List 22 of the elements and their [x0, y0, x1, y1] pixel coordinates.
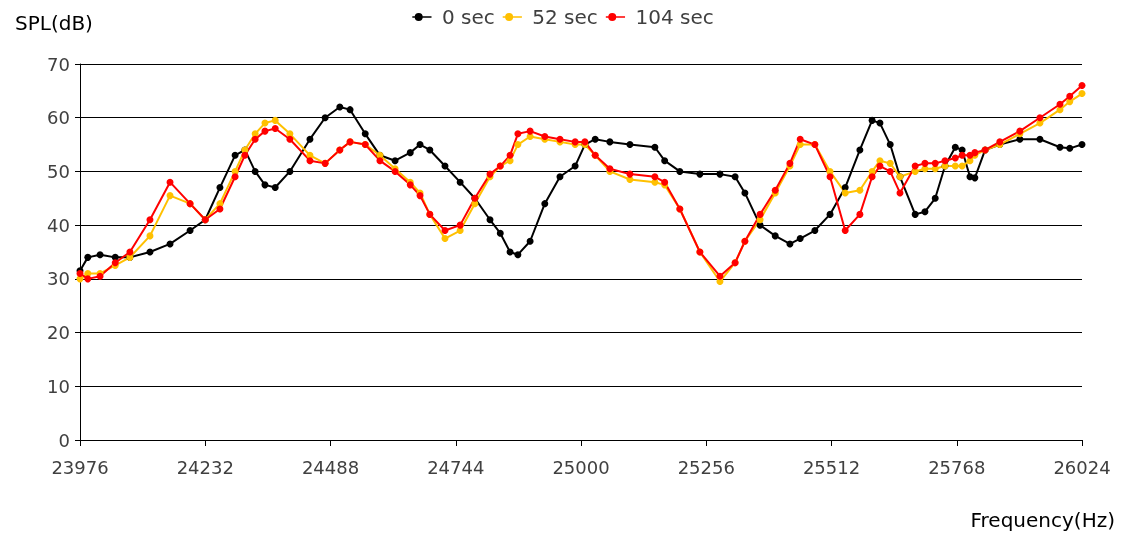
legend-label: 0 sec: [441, 5, 495, 29]
y-tick-label: 70: [47, 53, 70, 75]
y-tick-label: 60: [47, 107, 70, 129]
y-axis-title: SPL(dB): [15, 11, 93, 35]
y-tick-label: 40: [47, 214, 70, 236]
x-tick-label: 25768: [928, 456, 986, 478]
y-tick-label: 30: [47, 268, 70, 290]
y-tick-label: 50: [47, 160, 70, 182]
y-tick-label: 20: [47, 322, 70, 344]
legend-label: 104 sec: [635, 5, 714, 29]
x-tick-label: 26024: [1053, 456, 1111, 478]
x-axis-title: Frequency(Hz): [970, 508, 1116, 532]
legend-label: 52 sec: [532, 5, 598, 29]
x-tick-label: 25000: [552, 456, 610, 478]
y-tick-label: 10: [47, 375, 70, 397]
x-tick-label: 24744: [427, 456, 485, 478]
x-tick-label: 25512: [802, 456, 861, 478]
x-tick-label: 23976: [51, 456, 109, 478]
x-tick-label: 25256: [677, 456, 735, 478]
x-tick-label: 24488: [301, 456, 360, 478]
x-tick-label: 24232: [176, 456, 234, 478]
y-tick-label: 0: [58, 429, 70, 451]
